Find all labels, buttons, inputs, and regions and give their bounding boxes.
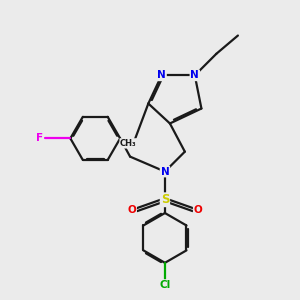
Text: Cl: Cl: [159, 280, 171, 290]
Text: CH₃: CH₃: [120, 139, 137, 148]
Text: N: N: [160, 167, 169, 177]
Text: S: S: [161, 193, 169, 206]
Text: O: O: [128, 205, 136, 215]
Text: N: N: [190, 70, 199, 80]
Text: O: O: [194, 205, 203, 215]
Text: N: N: [157, 70, 166, 80]
Text: F: F: [36, 134, 43, 143]
